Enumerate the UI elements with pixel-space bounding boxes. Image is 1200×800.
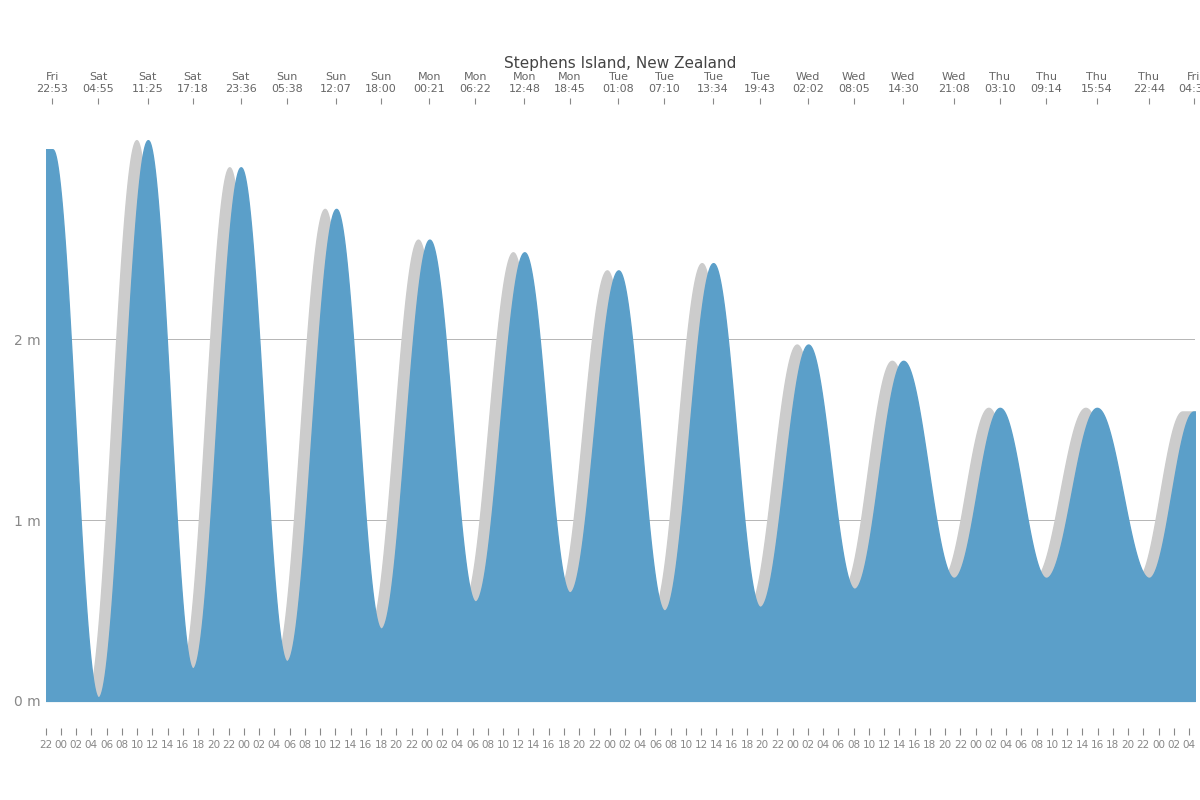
Title: Stephens Island, New Zealand: Stephens Island, New Zealand [504,56,737,71]
